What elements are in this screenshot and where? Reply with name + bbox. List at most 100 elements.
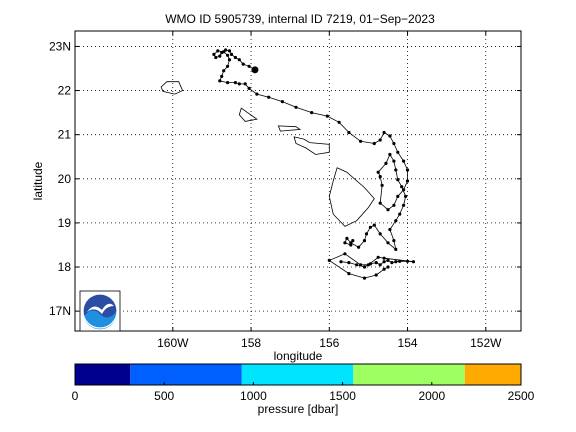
profile-point [382,256,386,260]
map-frame [75,31,521,331]
profile-point [325,114,329,118]
profile-point [380,183,384,187]
profile-point [357,245,361,249]
profile-point [255,92,259,96]
profile-point [347,261,351,265]
island-outline [160,81,184,95]
profile-point [388,134,392,138]
profile-point [218,79,222,83]
colorbar-ticks: 0 500 1000 1500 2000 2500 [72,382,535,403]
profile-point [398,212,402,216]
profile-point [280,100,284,104]
x-tick-layer: 160W 158 156 154 152W [157,31,502,350]
profile-point [400,185,404,189]
profile-point [382,260,386,264]
profile-point [374,273,378,277]
x-tick-label: 160W [157,336,189,350]
y-tick-label: 18 [58,260,72,274]
colorbar-label: pressure [dbar] [258,402,339,416]
profile-point [359,139,363,143]
profile-point [216,49,220,53]
profile-point [233,55,237,60]
profile-point [394,219,398,223]
colorbar-tick-label: 500 [154,389,174,403]
noaa-logo [79,290,121,332]
profile-point [396,194,400,198]
profile-point [349,241,353,245]
start-marker [251,66,259,74]
profile-point [345,236,349,240]
island-outline [293,136,330,155]
profile-point [226,81,230,85]
profile-point [226,53,230,57]
colorbar-tick-label: 1500 [329,389,356,403]
profile-point [247,64,251,68]
y-tick-label: 23N [49,39,71,53]
profile-point [343,252,347,256]
profile-point [396,150,400,154]
x-tick-label: 158 [241,336,261,350]
x-tick-label: 154 [398,336,418,350]
track-layer [212,48,415,280]
profile-point [392,203,396,207]
y-axis-label: latitude [31,161,45,200]
profile-point [359,263,363,267]
profile-point [355,263,359,267]
profile-point [366,263,370,267]
profile-point [337,120,341,124]
profile-point [402,203,406,207]
profile-point [347,130,351,135]
profile-point [378,232,382,236]
noaa-logo-gull [87,303,114,314]
profile-point [378,175,382,179]
profile-point [212,52,216,57]
profile-point [222,69,226,73]
profile-point [386,208,390,212]
profile-point [229,52,234,57]
profile-point [394,260,398,264]
profile-point [376,255,380,259]
profile-point [349,243,353,247]
x-tick-label: 152W [470,336,502,350]
profile-point [411,260,415,264]
profile-point [382,267,386,271]
profile-point [327,258,331,262]
island-outline [328,167,375,227]
profile-point [343,241,347,245]
profile-point [351,239,355,243]
island-outline [277,125,302,132]
profile-point [372,141,376,146]
profile-point [386,258,390,262]
profile-point [347,272,351,276]
profile-point [374,261,378,265]
profile-point [392,141,396,146]
profile-point [398,259,402,263]
profile-point [222,50,226,54]
colorbar: 0 500 1000 1500 2000 2500 [72,363,535,403]
colorbar-band [464,364,521,385]
colorbar-band [75,364,131,385]
profile-point [402,188,406,192]
profile-point [396,178,400,182]
profile-point [386,265,390,269]
colorbar-tick-label: 1000 [240,389,267,403]
profile-point [386,241,390,245]
noaa-logo-wave [84,310,116,330]
profile-point [362,276,367,280]
y-tick-label: 21 [58,128,72,142]
y-tick-label: 19 [58,216,72,230]
x-axis-label: longitude [274,349,323,363]
colorbar-tick-label: 0 [72,389,79,403]
colorbar-tick-label: 2500 [508,389,535,403]
profile-point [241,62,245,66]
colorbar-bands [75,364,521,385]
profile-point [394,168,398,172]
profile-point [339,260,343,264]
profile-point [392,159,396,163]
y-tick-label: 20 [58,172,72,186]
profile-point [402,159,406,163]
profile-point [405,168,410,172]
profile-point [388,227,392,232]
profile-point [218,54,222,58]
